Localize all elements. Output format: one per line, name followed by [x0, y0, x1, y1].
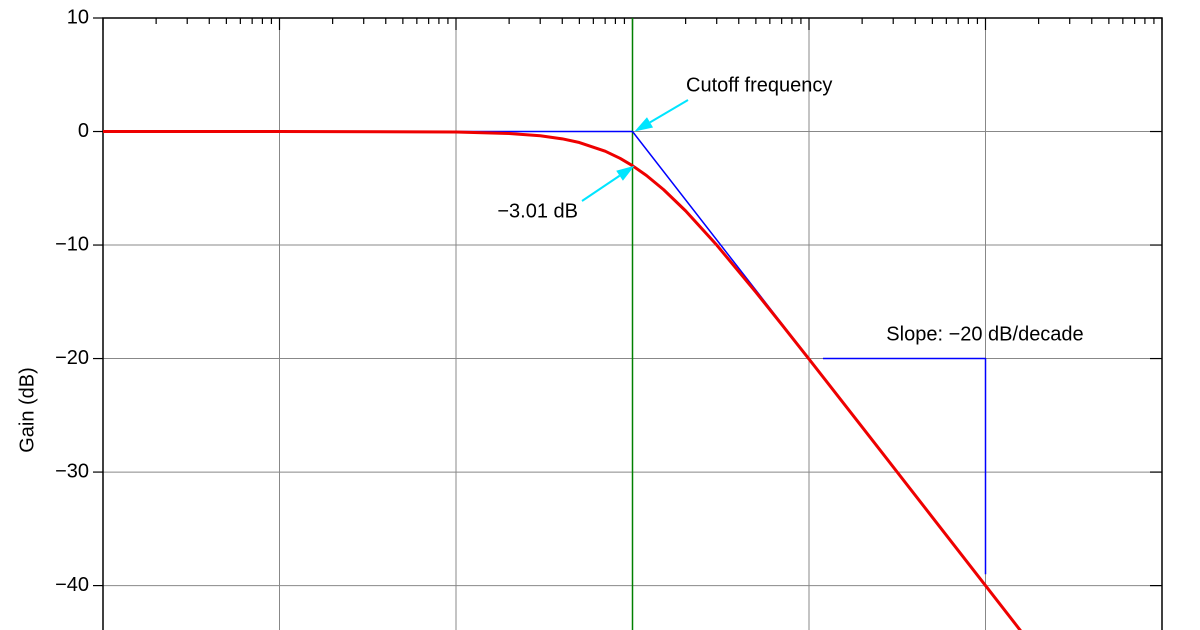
- arrow-head: [634, 117, 654, 132]
- y-tick-label: −10: [55, 233, 89, 255]
- annotation: −3.01 dB: [497, 200, 578, 222]
- y-tick-label: −20: [55, 347, 89, 369]
- y-axis-label: Gain (dB): [16, 367, 38, 453]
- y-tick-label: −30: [55, 460, 89, 482]
- annotation: Slope: −20 dB/decade: [886, 323, 1083, 345]
- annotation-arrow: [649, 99, 689, 124]
- y-tick-label: 10: [67, 6, 89, 28]
- y-tick-label: 0: [78, 120, 89, 142]
- series-line: [103, 130, 1022, 630]
- annotation: Cutoff frequency: [686, 74, 832, 96]
- y-tick-label: −40: [55, 574, 89, 596]
- arrow-head: [616, 165, 635, 181]
- plot-area: [103, 18, 1022, 630]
- annotation-arrow: [581, 174, 621, 202]
- series-line: [822, 357, 987, 575]
